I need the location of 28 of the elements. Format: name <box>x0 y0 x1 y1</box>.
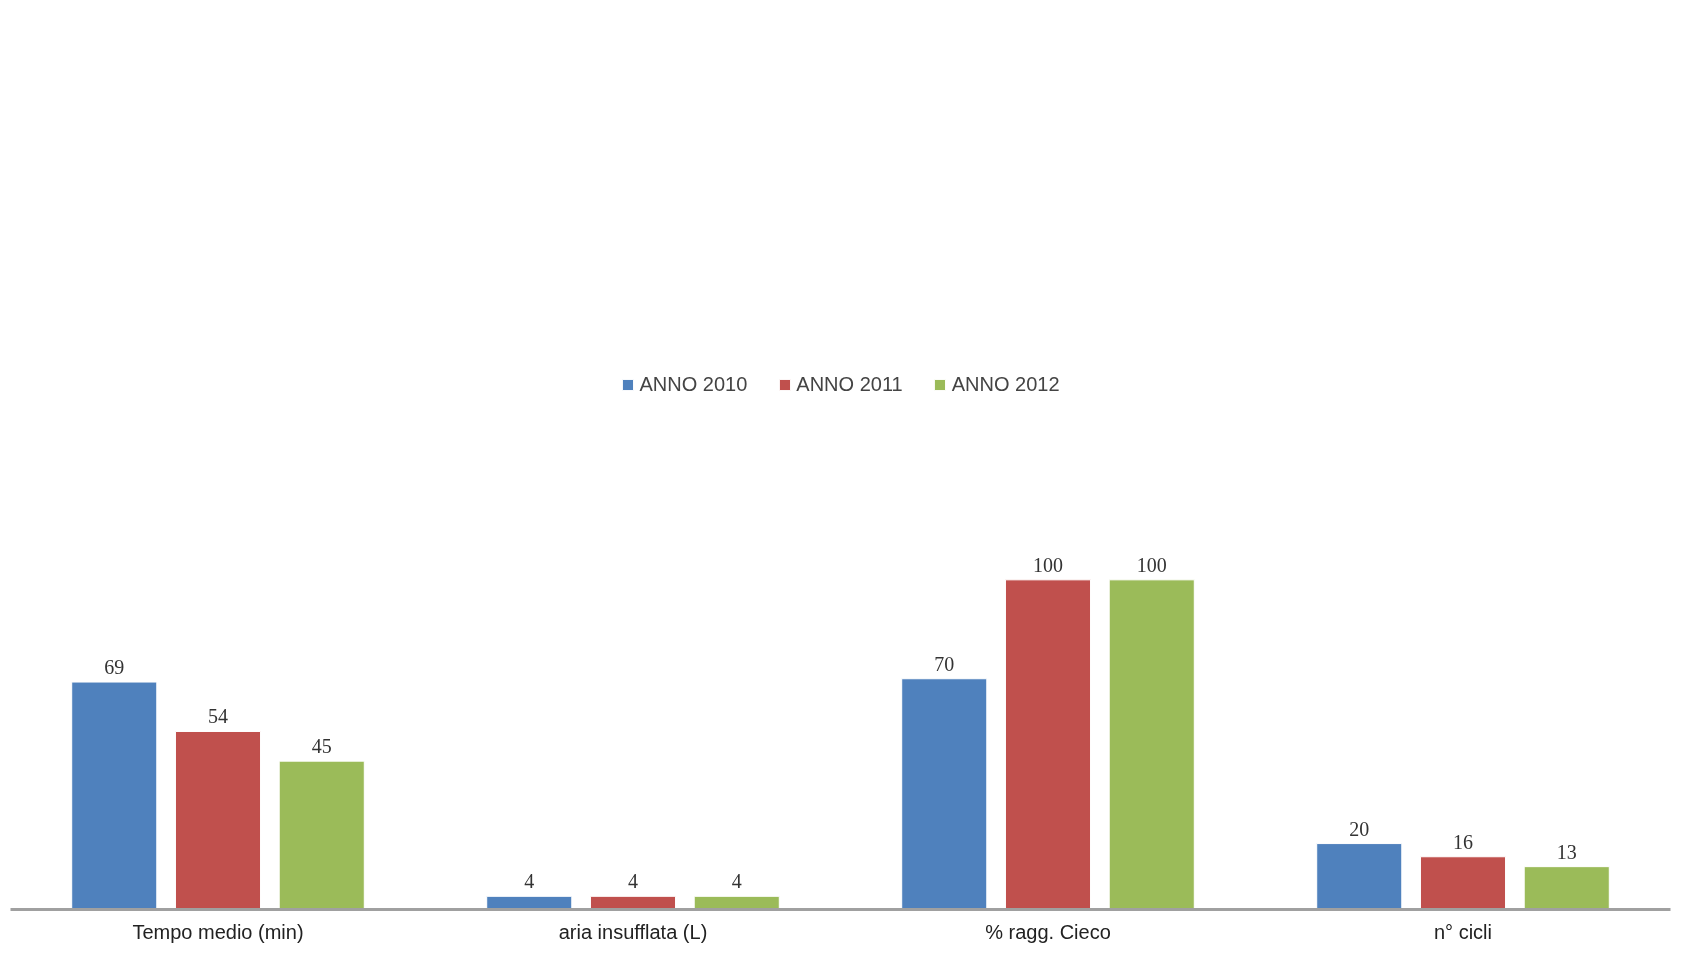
bar <box>1523 866 1610 910</box>
data-label: 13 <box>1556 840 1577 863</box>
legend-label: ANNO 2011 <box>796 372 903 396</box>
bar <box>174 730 262 910</box>
x-tick-label: n° cicli <box>1434 920 1493 943</box>
data-label: 4 <box>731 870 742 893</box>
data-label: 70 <box>934 652 955 675</box>
bar <box>71 681 158 910</box>
bar <box>1316 843 1403 910</box>
data-label: 16 <box>1453 830 1473 853</box>
legend-label: ANNO 2012 <box>951 372 1060 396</box>
data-label: 69 <box>104 656 125 679</box>
bar <box>1004 579 1092 910</box>
bar <box>278 760 365 910</box>
bar <box>1108 579 1195 910</box>
data-label: 4 <box>524 870 535 893</box>
data-label: 100 <box>1033 553 1063 576</box>
data-label: 54 <box>208 705 228 728</box>
x-tick-label: Tempo medio (min) <box>132 920 304 943</box>
x-tick-label: aria insufflata (L) <box>558 920 708 943</box>
data-label: 20 <box>1349 817 1370 840</box>
x-tick-label: % ragg. Cieco <box>985 920 1111 943</box>
bar <box>1419 856 1507 910</box>
data-label: 45 <box>311 735 332 758</box>
data-label: 100 <box>1136 553 1167 576</box>
legend-label: ANNO 2010 <box>639 372 748 396</box>
data-label: 4 <box>628 870 638 893</box>
bar <box>901 678 988 910</box>
